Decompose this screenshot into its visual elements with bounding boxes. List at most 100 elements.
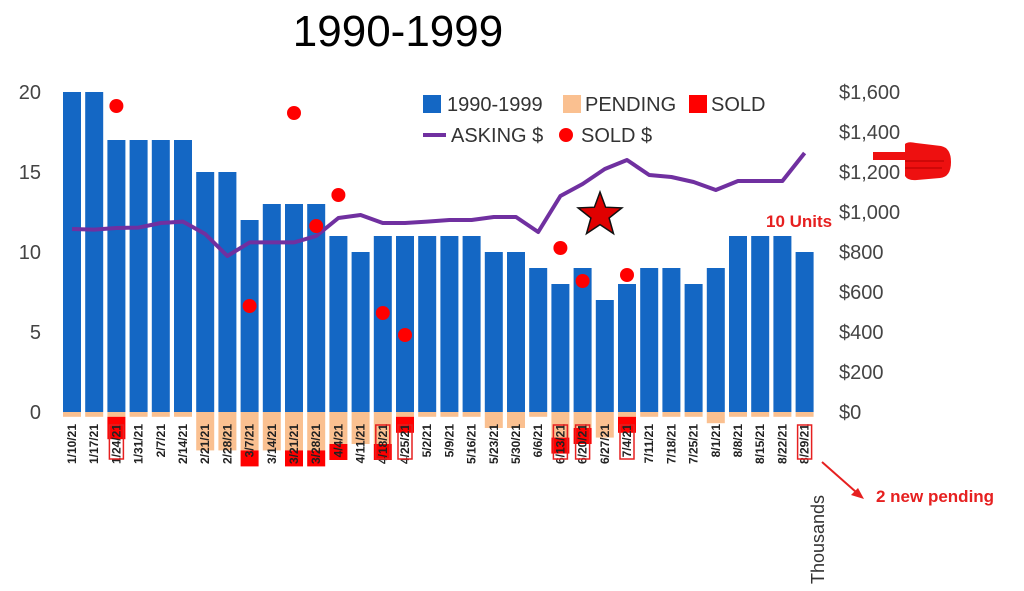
x-tick-label: 2/14/21 xyxy=(176,424,190,464)
legend-swatch-sold-price xyxy=(559,128,573,142)
legend: 1990-1999 PENDING SOLD ASKING $ SOLD $ xyxy=(423,94,765,147)
x-tick-label: 5/2/21 xyxy=(420,424,434,458)
x-tick-label: 1/10/21 xyxy=(65,424,79,464)
x-tick-label: 6/13/21 xyxy=(553,424,567,464)
legend-label-sold: SOLD xyxy=(711,94,765,116)
x-tick-label: 5/23/21 xyxy=(487,424,501,464)
x-tick-label: 5/9/21 xyxy=(442,424,456,458)
x-tick-label: 1/31/21 xyxy=(132,424,146,464)
bar-2-14-21 xyxy=(174,140,192,412)
bar-8-15-21 xyxy=(751,236,769,412)
right-tick-label: $1,600 xyxy=(839,82,900,104)
legend-label-1990-1999: 1990-1999 xyxy=(447,94,543,116)
bar-5-2-21 xyxy=(418,236,436,412)
star-icon xyxy=(578,192,622,234)
bar-6-13-21 xyxy=(551,284,569,412)
right-tick-label: $800 xyxy=(839,242,884,264)
x-tick-label: 7/11/21 xyxy=(642,424,656,464)
pending-bar-2-14-21 xyxy=(174,412,192,417)
bar-7-18-21 xyxy=(662,268,680,412)
bar-5-23-21 xyxy=(485,252,503,412)
pending-bar-8-1-21 xyxy=(707,412,725,423)
right-tick-label: $0 xyxy=(839,402,861,424)
right-tick-label: $600 xyxy=(839,282,884,304)
right-axis-unit-label: Thousands xyxy=(808,495,828,584)
bar-8-29-21 xyxy=(796,252,814,412)
pending-bar-1-24-21 xyxy=(107,412,125,417)
x-tick-label: 2/21/21 xyxy=(198,424,212,464)
sold-price-dot-3-21-21 xyxy=(287,106,301,120)
x-tick-label: 1/24/21 xyxy=(109,424,123,464)
x-tick-label: 5/30/21 xyxy=(509,424,523,464)
bar-7-4-21 xyxy=(618,284,636,412)
sold-price-dot-4-4-21 xyxy=(331,188,345,202)
x-tick-label: 4/11/21 xyxy=(354,424,368,464)
right-axis: $0$200$400$600$800$1,000$1,200$1,400$1,6… xyxy=(839,82,900,424)
x-tick-label: 6/27/21 xyxy=(598,424,612,464)
pending-bar-7-18-21 xyxy=(662,412,680,417)
x-tick-label: 6/6/21 xyxy=(531,424,545,458)
x-tick-label: 8/8/21 xyxy=(731,424,745,458)
bar-8-8-21 xyxy=(729,236,747,412)
pending-bar-1-17-21 xyxy=(85,412,103,417)
pending-bar-8-15-21 xyxy=(751,412,769,417)
sold-price-dot-6-13-21 xyxy=(553,241,567,255)
pending-bar-6-6-21 xyxy=(529,412,547,417)
x-tick-label: 7/4/21 xyxy=(620,424,634,458)
sold-price-dot-7-4-21 xyxy=(620,268,634,282)
x-tick-label: 4/4/21 xyxy=(331,424,345,458)
bar-5-30-21 xyxy=(507,252,525,412)
pending-bar-2-7-21 xyxy=(152,412,170,417)
right-tick-label: $1,000 xyxy=(839,202,900,224)
legend-label-asking: ASKING $ xyxy=(451,125,543,147)
sold-price-dot-4-25-21 xyxy=(398,328,412,342)
bar-6-20-21 xyxy=(574,268,592,412)
bar-4-25-21 xyxy=(396,236,414,412)
x-tick-label: 4/25/21 xyxy=(398,424,412,464)
x-tick-label: 5/16/21 xyxy=(465,424,479,464)
pending-bar-5-2-21 xyxy=(418,412,436,417)
right-tick-label: $400 xyxy=(839,322,884,344)
legend-swatch-1990-1999 xyxy=(423,95,441,113)
bar-4-4-21 xyxy=(329,236,347,412)
bar-7-25-21 xyxy=(685,284,703,412)
pending-bar-1-31-21 xyxy=(130,412,148,417)
right-tick-label: $200 xyxy=(839,362,884,384)
bar-2-7-21 xyxy=(152,140,170,412)
chart-title: 1990-1999 xyxy=(293,7,503,56)
units-annotation: 10 Units xyxy=(766,212,832,231)
bar-3-21-21 xyxy=(285,204,303,412)
left-axis: 0 5 10 15 20 xyxy=(19,82,41,424)
pending-bar-8-8-21 xyxy=(729,412,747,417)
x-tick-label: 3/21/21 xyxy=(287,424,301,464)
bar-1-17-21 xyxy=(85,92,103,412)
bar-8-1-21 xyxy=(707,268,725,412)
x-tick-label: 8/22/21 xyxy=(775,424,789,464)
x-tick-label: 7/18/21 xyxy=(664,424,678,464)
pending-bar-8-22-21 xyxy=(773,412,791,417)
pending-bar-7-4-21 xyxy=(618,412,636,417)
x-tick-label: 3/28/21 xyxy=(309,424,323,464)
legend-label-sold-price: SOLD $ xyxy=(581,125,652,147)
x-tick-label: 8/1/21 xyxy=(709,424,723,458)
bar-1-10-21 xyxy=(63,92,81,412)
sold-price-dot-3-28-21 xyxy=(309,219,323,233)
left-tick-label: 20 xyxy=(19,82,41,104)
pending-bar-7-25-21 xyxy=(685,412,703,417)
bar-1-31-21 xyxy=(130,140,148,412)
bar-3-7-21 xyxy=(241,220,259,412)
legend-swatch-sold xyxy=(689,95,707,113)
left-tick-label: 15 xyxy=(19,162,41,184)
x-tick-label: 7/25/21 xyxy=(687,424,701,464)
bar-5-9-21 xyxy=(440,236,458,412)
new-pending-annotation: 2 new pending xyxy=(876,487,994,506)
pending-bar-5-9-21 xyxy=(440,412,458,417)
pending-bar-5-16-21 xyxy=(463,412,481,417)
left-tick-label: 10 xyxy=(19,242,41,264)
x-tick-label: 3/14/21 xyxy=(265,424,279,464)
right-tick-label: $1,400 xyxy=(839,122,900,144)
pending-bar-1-10-21 xyxy=(63,412,81,417)
bar-8-22-21 xyxy=(773,236,791,412)
